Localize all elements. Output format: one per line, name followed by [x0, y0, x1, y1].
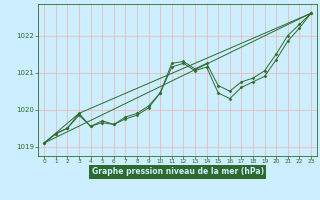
X-axis label: Graphe pression niveau de la mer (hPa): Graphe pression niveau de la mer (hPa) [92, 167, 264, 176]
